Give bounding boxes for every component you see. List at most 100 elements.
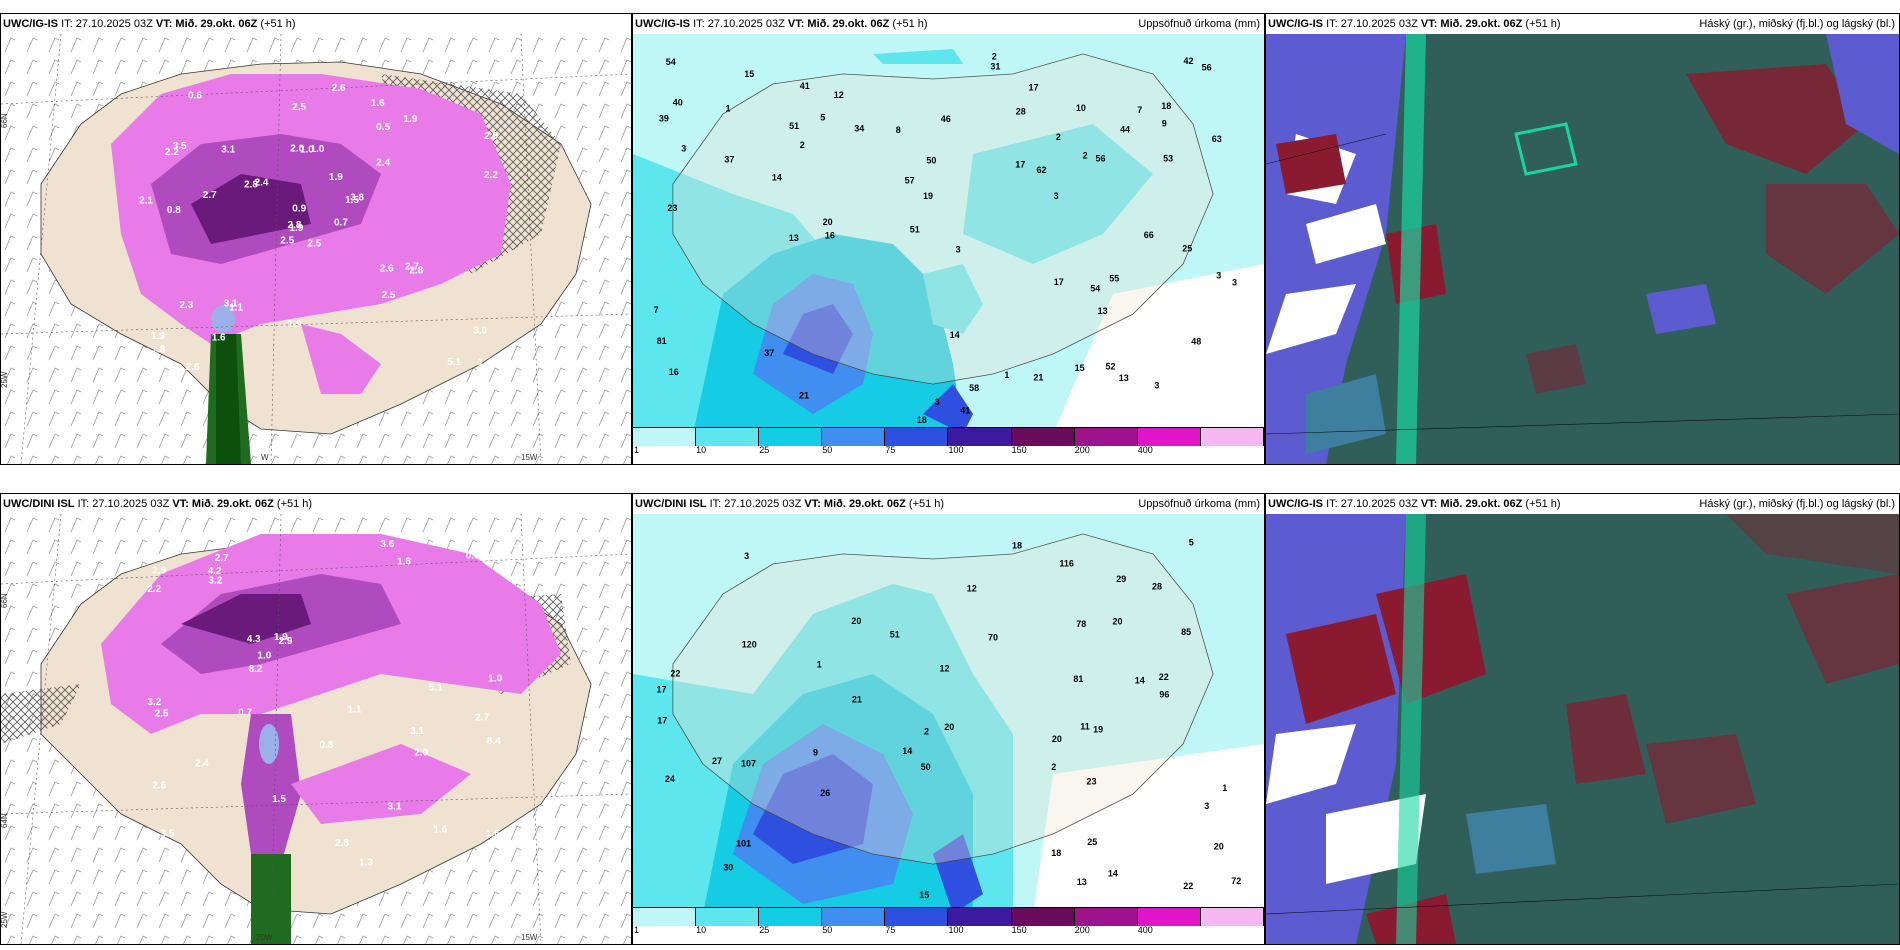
value-label: 13	[789, 233, 799, 243]
panel-header: UWC/IG-IS IT: 27.10.2025 03Z VT: Mið. 29…	[633, 14, 1264, 34]
value-label: 1.6	[486, 829, 500, 840]
colorbar-tick: 400	[1137, 925, 1153, 935]
value-label: 48	[1191, 336, 1201, 346]
value-label: 9	[813, 747, 818, 757]
value-label: 81	[657, 336, 667, 346]
vt-label: VT:	[804, 498, 821, 510]
value-label: 3.0	[473, 326, 487, 337]
value-label: 2.6	[332, 83, 346, 94]
value-label: 1.6	[433, 824, 447, 835]
colorbar-swatch	[696, 908, 760, 926]
value-label: 2.8	[409, 265, 423, 276]
value-label: 39	[659, 114, 669, 124]
valid-time: Mið. 29.okt. 06Z	[1440, 18, 1523, 30]
map-snow-wind[interactable]: 66N 64N 25W 15W 20W 3.1 2.7 3.5 2.7 2.9 1.6 2.…	[1, 514, 631, 944]
colorbar-tick: 200	[1074, 445, 1090, 455]
value-label: 17	[657, 716, 667, 726]
value-label: 20	[1214, 841, 1224, 851]
vt-label: VT:	[155, 18, 173, 30]
value-label: 0.6	[188, 91, 202, 102]
colorbar-swatch	[1137, 908, 1201, 926]
panel-r1c3-clouds: UWC/IG-IS IT: 27.10.2025 03Z VT: Mið. 29…	[1265, 13, 1900, 465]
value-label: 0.7	[238, 708, 252, 719]
value-label: 1.0	[488, 674, 502, 685]
value-label: 30	[723, 863, 733, 873]
value-label: 26	[820, 788, 830, 798]
value-label: 4.2	[208, 566, 222, 577]
map-precip[interactable]: 2 1 14 3 18 20 22 12 20 14 11 20 24 23 26 22 28 27 29 51 50 1…	[633, 514, 1264, 914]
value-label: 120	[742, 640, 757, 650]
panel-header: UWC/DINI ISL IT: 27.10.2025 03Z VT: Mið.…	[1, 494, 631, 514]
value-label: 2.2	[165, 147, 179, 158]
value-label: 42	[1184, 56, 1194, 66]
value-label: 2.6	[380, 264, 394, 275]
value-label: 0.5	[376, 122, 390, 133]
value-label: 3.2	[147, 697, 161, 708]
init-time: IT: 27.10.2025 03Z	[1326, 498, 1418, 510]
value-label: 51	[890, 629, 900, 639]
value-label: 2	[1056, 132, 1061, 142]
value-label: 5	[1189, 537, 1194, 547]
value-label: 85	[1181, 627, 1191, 637]
value-label: 4.3	[247, 634, 261, 645]
value-label: 10	[1076, 103, 1086, 113]
value-label: 3.1	[388, 802, 402, 813]
value-label: 2.7	[510, 539, 524, 550]
value-label: 13	[1077, 877, 1087, 887]
colorbar-tick: 25	[759, 925, 770, 935]
value-label: 116	[1059, 559, 1074, 569]
lead-time: (+51 h)	[1525, 498, 1561, 510]
value-label: 1.0	[310, 144, 324, 155]
lead-time: (+51 h)	[892, 18, 928, 30]
colorbar-tick: 50	[822, 445, 833, 455]
field-title: Háský (gr.), miðský (fj.bl.) og lágský (…	[1699, 498, 1895, 510]
value-label: 13	[1098, 306, 1108, 316]
value-label: 20	[1113, 616, 1123, 626]
value-label: 2.1	[139, 196, 153, 207]
value-label: 107	[741, 759, 756, 769]
value-label: 28	[1152, 581, 1162, 591]
value-label: 37	[764, 348, 774, 358]
value-label: 81	[1073, 674, 1083, 684]
value-label: 44	[1120, 124, 1130, 134]
model-name: UWC/DINI ISL	[635, 498, 707, 510]
vt-label: VT:	[1420, 18, 1438, 30]
value-label: 51	[789, 121, 799, 131]
model-name: UWC/IG-IS	[635, 18, 690, 30]
valid-time: Mið. 29.okt. 06Z	[1440, 498, 1523, 510]
colorbar-tick: 25	[759, 445, 770, 455]
value-label: 2.5	[307, 239, 321, 250]
map-clouds[interactable]	[1266, 34, 1899, 464]
lead-time: (+51 h)	[276, 498, 313, 510]
colorbar-tick: 50	[822, 925, 833, 935]
lead-time: (+51 h)	[908, 498, 945, 510]
init-time: IT: 27.10.2025 03Z	[61, 18, 153, 30]
valid-time: Mið. 29.okt. 06Z	[823, 498, 906, 510]
value-label: 3.1	[224, 298, 238, 309]
value-label: 57	[905, 175, 915, 185]
value-label: 50	[921, 762, 931, 772]
value-label: 29	[1116, 574, 1126, 584]
map-snow-wind[interactable]: 66N 25W 15W W 2.5 2.2 1.9 1.9 1.5 1.1 1.6 1.0 0.…	[1, 34, 631, 464]
value-label: 1	[1004, 370, 1009, 380]
value-label: 3	[935, 397, 940, 407]
value-label: 5	[820, 113, 825, 123]
value-label: 1.1	[348, 704, 362, 715]
value-label: 3	[1216, 271, 1221, 281]
value-label: 0.7	[334, 217, 348, 228]
colorbar-swatch	[633, 428, 697, 446]
value-label: 1.5	[345, 195, 359, 206]
value-label: 1.0	[257, 651, 271, 662]
value-label: 16	[825, 230, 835, 240]
value-label: 2.7	[405, 262, 419, 273]
panel-header: UWC/IG-IS IT: 27.10.2025 03Z VT: Mið. 29…	[1266, 14, 1899, 34]
model-name: UWC/IG-IS	[3, 18, 58, 30]
value-label: 5.1	[447, 357, 461, 368]
value-label: 2.5	[382, 290, 396, 301]
map-precip[interactable]: 3 2 3 3 7 18 17 16 18 3 3 5 2 37 23 21 20 8 3 1 13 25 19 14 10 14…	[633, 34, 1264, 434]
colorbar-swatch	[885, 428, 949, 446]
map-clouds[interactable]	[1266, 514, 1899, 944]
value-label: 18	[1161, 101, 1171, 111]
value-label: 15	[744, 69, 754, 79]
